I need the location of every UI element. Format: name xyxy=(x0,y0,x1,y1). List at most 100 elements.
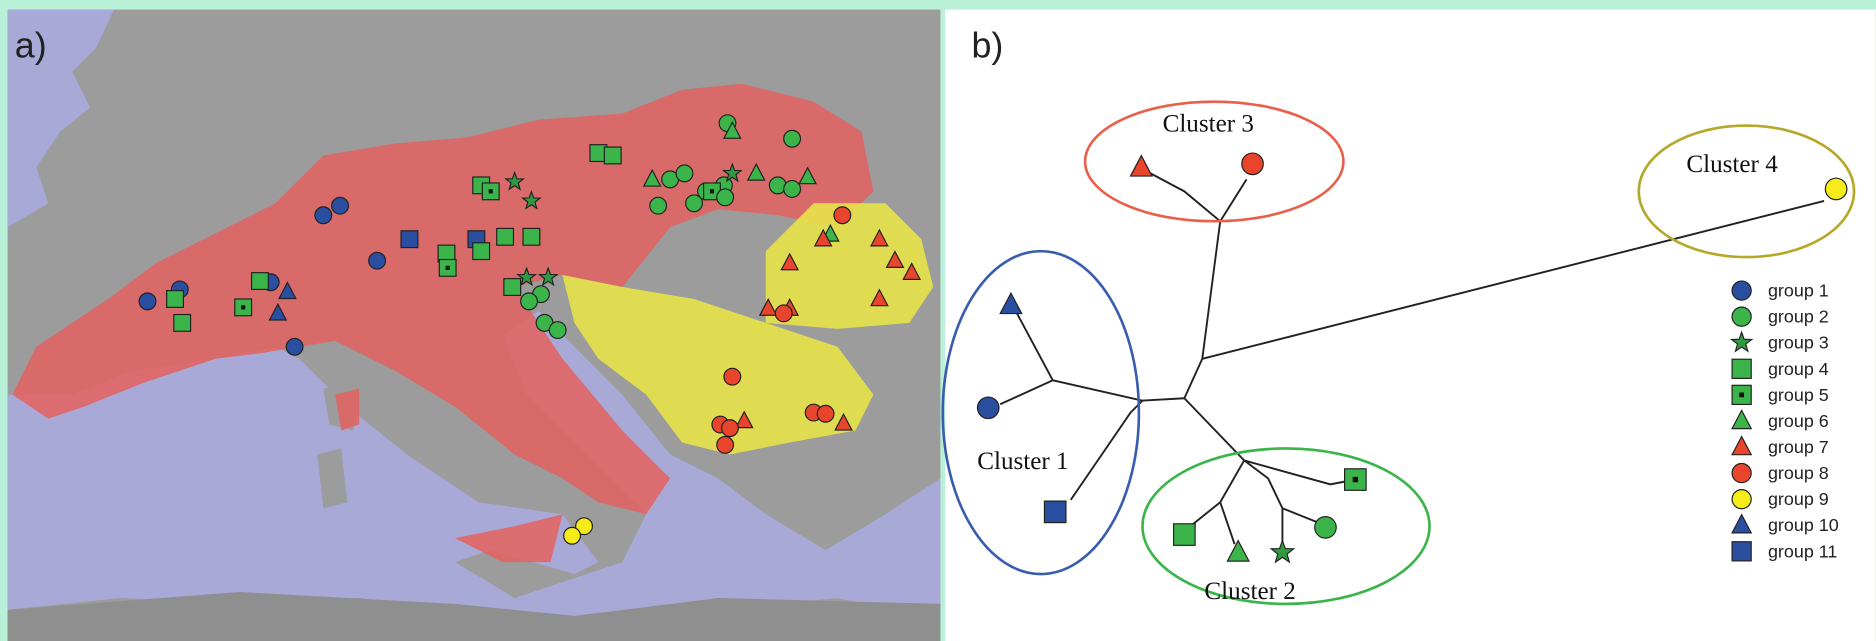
cluster-label: Cluster 1 xyxy=(977,448,1068,475)
marker xyxy=(716,188,735,207)
mediterranean xyxy=(7,310,941,622)
marker xyxy=(1731,489,1752,510)
marker xyxy=(1731,541,1752,562)
cluster-outline xyxy=(1083,100,1345,223)
marker xyxy=(1731,306,1752,327)
marker xyxy=(548,321,567,340)
marker xyxy=(798,166,818,185)
panel-label: b) xyxy=(971,25,1003,65)
marker xyxy=(734,410,754,429)
marker xyxy=(885,250,905,269)
marker xyxy=(314,206,333,225)
marker xyxy=(400,230,419,249)
marker xyxy=(516,266,538,287)
legend-label: group 3 xyxy=(1768,333,1829,353)
marker xyxy=(1731,435,1753,456)
marker xyxy=(833,206,852,225)
marker xyxy=(268,302,288,321)
marker xyxy=(834,412,853,431)
marker xyxy=(1269,538,1296,564)
marker xyxy=(537,266,559,287)
marker xyxy=(1729,330,1754,353)
marker xyxy=(675,164,694,183)
range-yellow xyxy=(562,203,934,455)
marker xyxy=(173,313,192,332)
marker xyxy=(1241,152,1264,176)
map-panel xyxy=(7,9,941,641)
marker xyxy=(783,179,802,198)
marker xyxy=(902,262,922,280)
marker xyxy=(1129,154,1154,177)
legend-label: group 7 xyxy=(1768,437,1829,457)
marker xyxy=(783,129,802,148)
marker xyxy=(816,404,835,423)
sea-north xyxy=(7,9,115,228)
marker xyxy=(503,278,522,296)
legend-label: group 9 xyxy=(1768,489,1829,509)
panel-label: a) xyxy=(15,25,47,65)
cluster-outlines xyxy=(941,100,1856,606)
marker xyxy=(563,526,582,545)
marker xyxy=(520,189,542,210)
marker xyxy=(331,196,350,215)
range-red-islands xyxy=(335,388,563,563)
marker xyxy=(522,227,541,246)
marker xyxy=(722,121,742,139)
marker-dot xyxy=(1739,392,1745,398)
marker xyxy=(504,170,526,191)
marker xyxy=(368,251,387,270)
marker xyxy=(780,252,800,271)
marker xyxy=(976,396,1000,420)
marker xyxy=(721,162,743,183)
markers xyxy=(138,114,1848,564)
marker xyxy=(642,168,662,187)
marker xyxy=(496,227,515,246)
marker xyxy=(685,194,704,213)
tree-panel xyxy=(945,9,1876,641)
marker xyxy=(1172,523,1196,546)
legend-label: group 5 xyxy=(1768,385,1829,405)
legend-label: group 4 xyxy=(1768,359,1829,379)
cluster-outline xyxy=(1637,124,1856,259)
cluster-outline xyxy=(941,249,1141,576)
marker xyxy=(746,162,766,181)
marker xyxy=(813,228,833,247)
marker xyxy=(250,272,269,291)
marker xyxy=(1731,409,1753,430)
cluster-label: Cluster 2 xyxy=(1204,578,1295,605)
marker xyxy=(1731,462,1752,484)
legend-label: group 10 xyxy=(1768,515,1839,535)
marker xyxy=(774,304,793,323)
marker xyxy=(1731,280,1752,301)
range-red xyxy=(12,83,874,515)
marker xyxy=(1314,516,1337,539)
marker-dot xyxy=(241,305,246,310)
legend-label: group 2 xyxy=(1768,307,1829,327)
cluster-label: Cluster 4 xyxy=(1686,151,1778,178)
marker xyxy=(1731,513,1753,534)
marker xyxy=(716,435,735,454)
marker xyxy=(720,419,739,438)
marker xyxy=(575,517,593,536)
marker-dot xyxy=(445,265,450,270)
marker xyxy=(1731,358,1752,379)
marker xyxy=(1043,500,1067,524)
marker xyxy=(1824,177,1848,201)
marker-dot xyxy=(488,189,493,194)
africa xyxy=(7,591,941,641)
marker xyxy=(138,292,157,311)
marker-dot xyxy=(1352,476,1359,483)
legend-label: group 1 xyxy=(1768,281,1829,301)
marker xyxy=(649,196,668,215)
marker xyxy=(166,290,184,308)
cluster-label: Cluster 3 xyxy=(1163,111,1254,138)
marker xyxy=(870,288,889,307)
marker-dot xyxy=(709,189,715,194)
marker xyxy=(285,337,304,356)
marker xyxy=(1226,539,1250,562)
marker xyxy=(723,367,742,386)
marker xyxy=(758,298,778,316)
marker xyxy=(603,146,622,165)
